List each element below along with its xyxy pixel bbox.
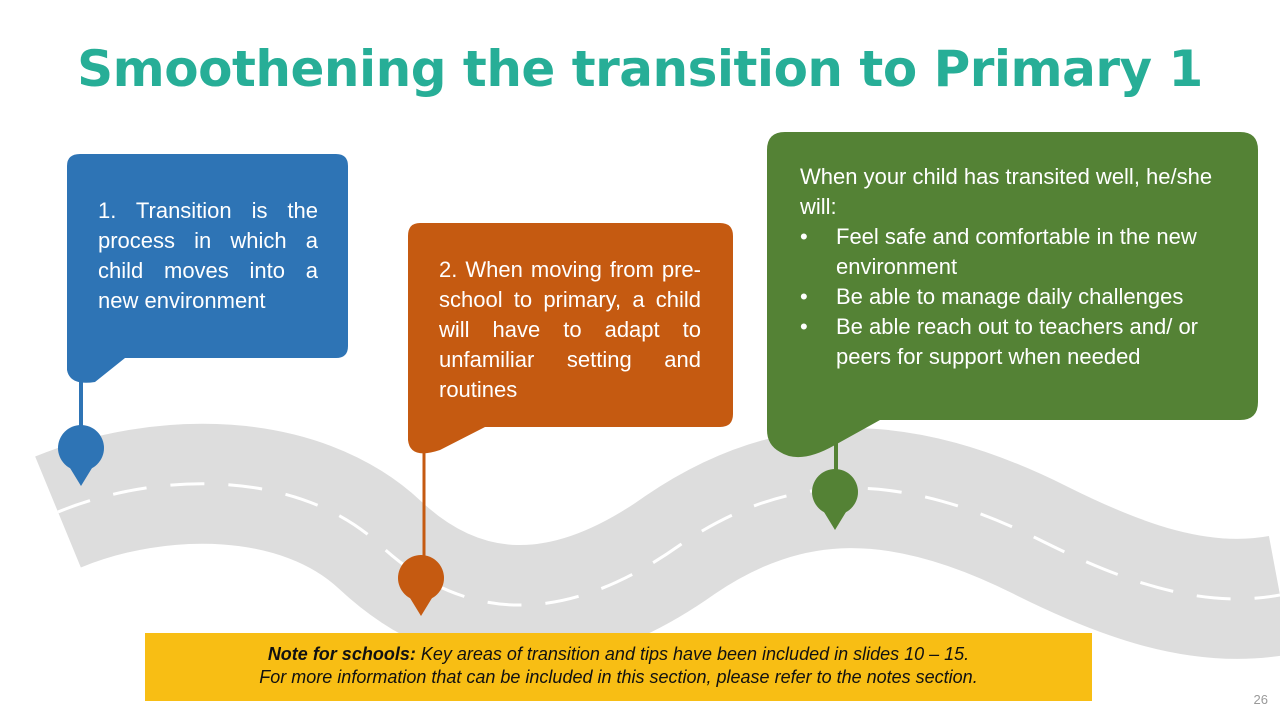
bullet-item: Be able to manage daily challenges [800, 282, 1250, 312]
pin-2-marker [398, 555, 444, 616]
page-number: 26 [1253, 692, 1268, 707]
transition-definition-callout: 1. Transition is the process in which a … [98, 196, 318, 316]
road-center-line [57, 482, 1280, 607]
bullet-item: Be able reach out to teachers and/ or pe… [800, 312, 1250, 372]
callout-2-bubble [408, 223, 733, 454]
bullet-item: Feel safe and comfortable in the new env… [800, 222, 1250, 282]
callout-3-intro: When your child has transited well, he/s… [800, 164, 1213, 219]
note-label: Note for schools: [267, 644, 416, 664]
callout-3-bullet-list: Feel safe and comfortable in the new env… [800, 222, 1250, 372]
road [35, 423, 1280, 666]
callout-1-text: 1. Transition is the process in which a … [98, 198, 318, 313]
preschool-to-primary-callout: 2. When moving from pre-school to primar… [439, 255, 701, 405]
transited-well-callout: When your child has transited well, he/s… [800, 162, 1250, 372]
pin-1-marker [58, 425, 104, 486]
slide-title: Smoothening the transition to Primary 1 [77, 40, 1203, 98]
callout-1-bubble [67, 154, 348, 383]
note-for-schools-box: Note for schools: Key areas of transitio… [145, 633, 1092, 701]
pin-3-marker [812, 469, 858, 530]
callout-2-text: 2. When moving from pre-school to primar… [439, 257, 701, 402]
note-line-1-text: Key areas of transition and tips have be… [415, 644, 970, 664]
note-line-2: For more information that can be include… [259, 667, 978, 687]
note-line-1: Note for schools: Key areas of transitio… [145, 643, 1092, 666]
